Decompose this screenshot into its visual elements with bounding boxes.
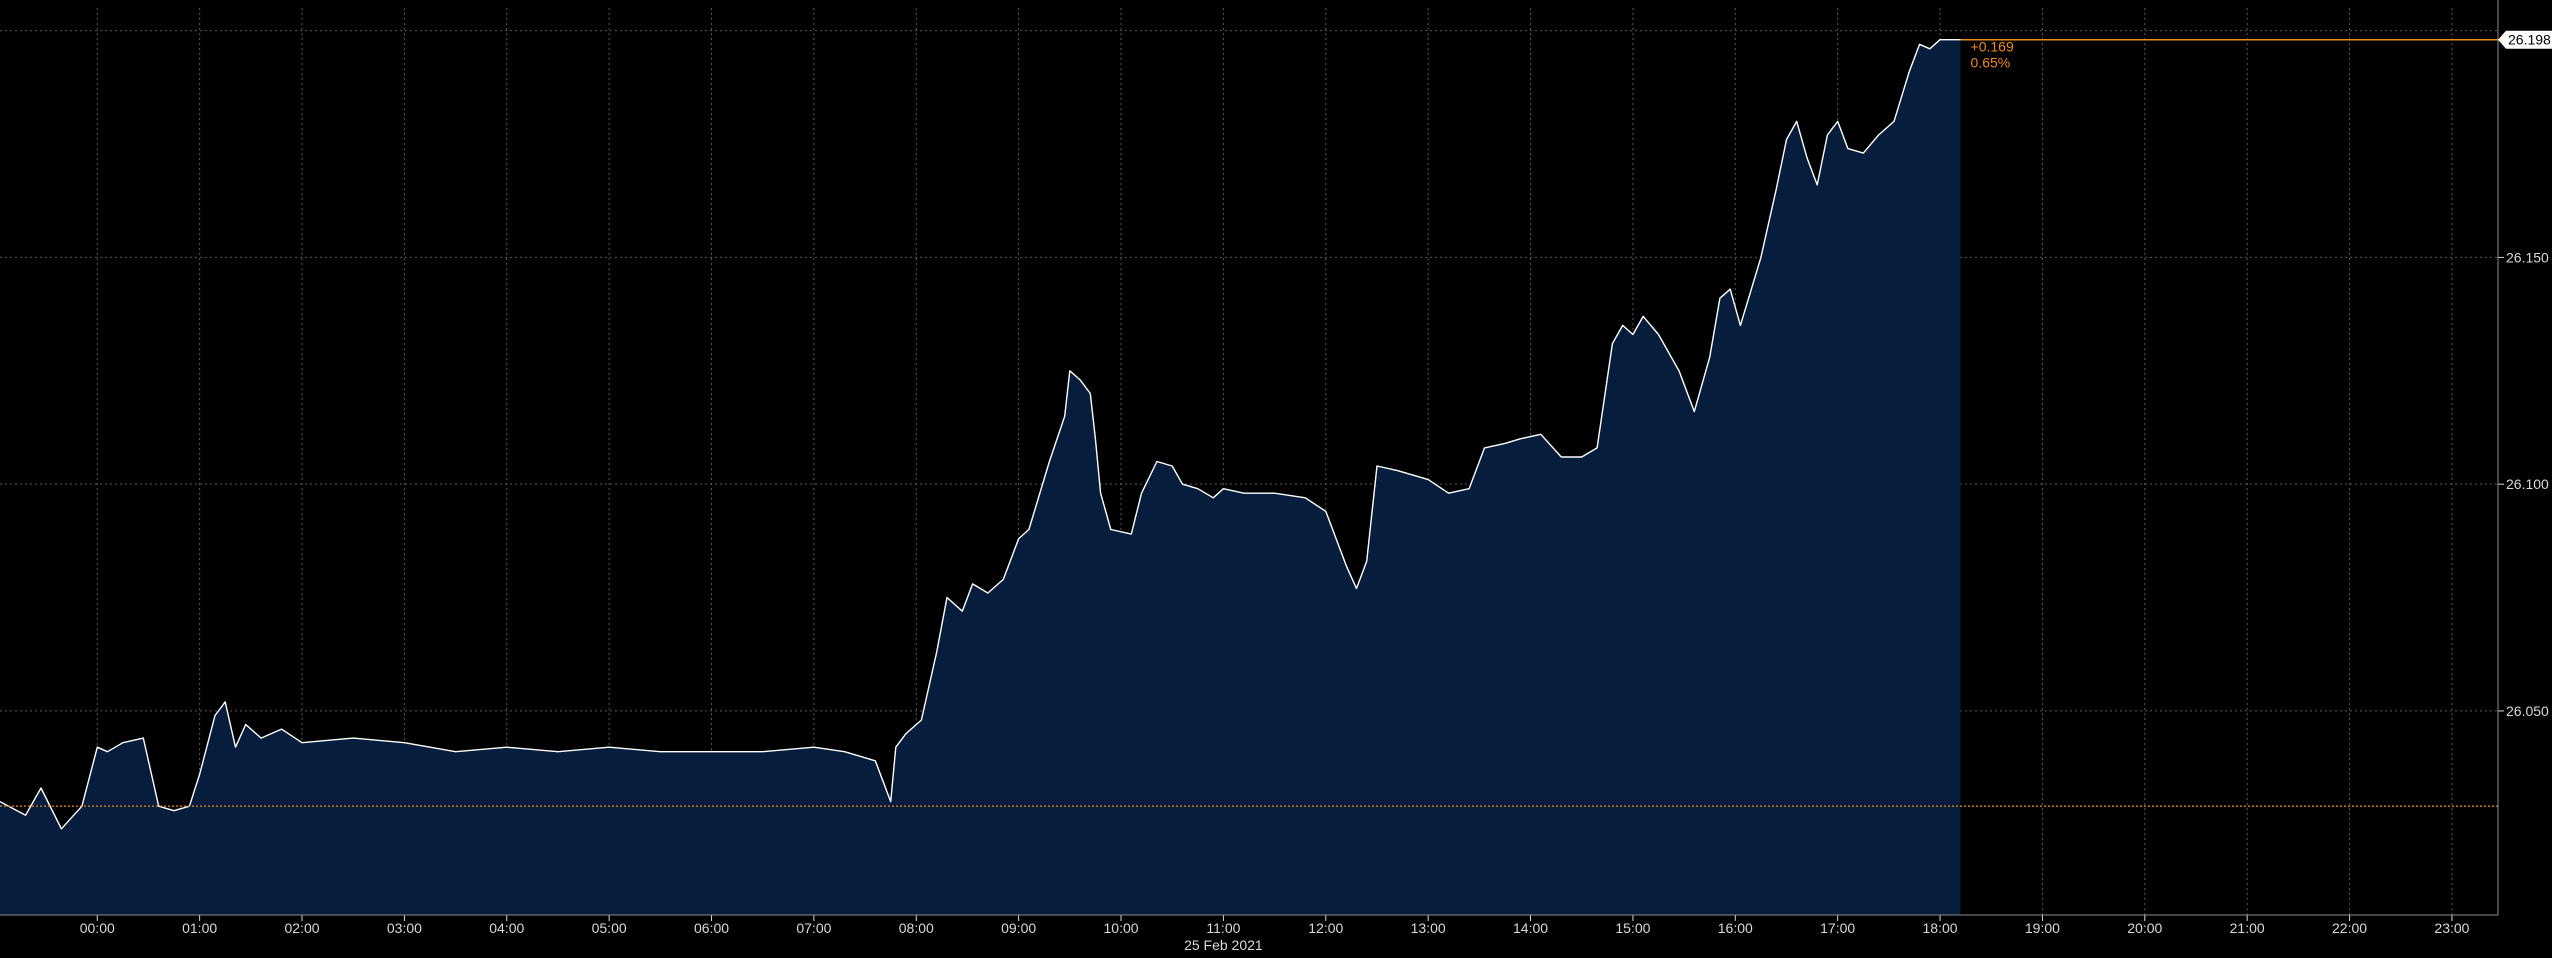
y-tick-label: 26.150 bbox=[2506, 249, 2549, 265]
x-tick-label: 14:00 bbox=[1513, 920, 1548, 936]
x-tick-label: 22:00 bbox=[2332, 920, 2367, 936]
x-tick-label: 03:00 bbox=[387, 920, 422, 936]
y-tick-label: 26.100 bbox=[2506, 476, 2549, 492]
x-tick-label: 10:00 bbox=[1104, 920, 1139, 936]
x-tick-label: 18:00 bbox=[1923, 920, 1958, 936]
x-tick-label: 05:00 bbox=[592, 920, 627, 936]
x-tick-label: 07:00 bbox=[796, 920, 831, 936]
x-tick-label: 21:00 bbox=[2230, 920, 2265, 936]
last-value-tag bbox=[2498, 30, 2552, 49]
y-tick-label: 26.050 bbox=[2506, 703, 2549, 719]
x-tick-label: 19:00 bbox=[2025, 920, 2060, 936]
x-tick-label: 02:00 bbox=[284, 920, 319, 936]
change-pct-label: 0.65% bbox=[1971, 55, 2011, 71]
x-tick-label: 15:00 bbox=[1615, 920, 1650, 936]
x-tick-label: 09:00 bbox=[1001, 920, 1036, 936]
x-tick-label: 06:00 bbox=[694, 920, 729, 936]
x-tick-label: 20:00 bbox=[2127, 920, 2162, 936]
x-tick-label: 11:00 bbox=[1206, 920, 1240, 936]
x-tick-label: 13:00 bbox=[1411, 920, 1446, 936]
x-tick-label: 23:00 bbox=[2434, 920, 2469, 936]
change-label: +0.169 bbox=[1971, 39, 2014, 55]
x-tick-label: 12:00 bbox=[1308, 920, 1343, 936]
x-tick-label: 04:00 bbox=[489, 920, 524, 936]
x-tick-label: 00:00 bbox=[80, 920, 115, 936]
x-tick-label: 16:00 bbox=[1718, 920, 1753, 936]
series-line bbox=[0, 39, 1961, 830]
last-value-label: 26.198 bbox=[2508, 32, 2551, 48]
x-tick-label: 01:00 bbox=[182, 920, 217, 936]
x-tick-label: 17:00 bbox=[1820, 920, 1855, 936]
x-tick-label: 08:00 bbox=[899, 920, 934, 936]
date-label: 25 Feb 2021 bbox=[1184, 937, 1263, 953]
series-area-fill bbox=[0, 39, 1961, 915]
